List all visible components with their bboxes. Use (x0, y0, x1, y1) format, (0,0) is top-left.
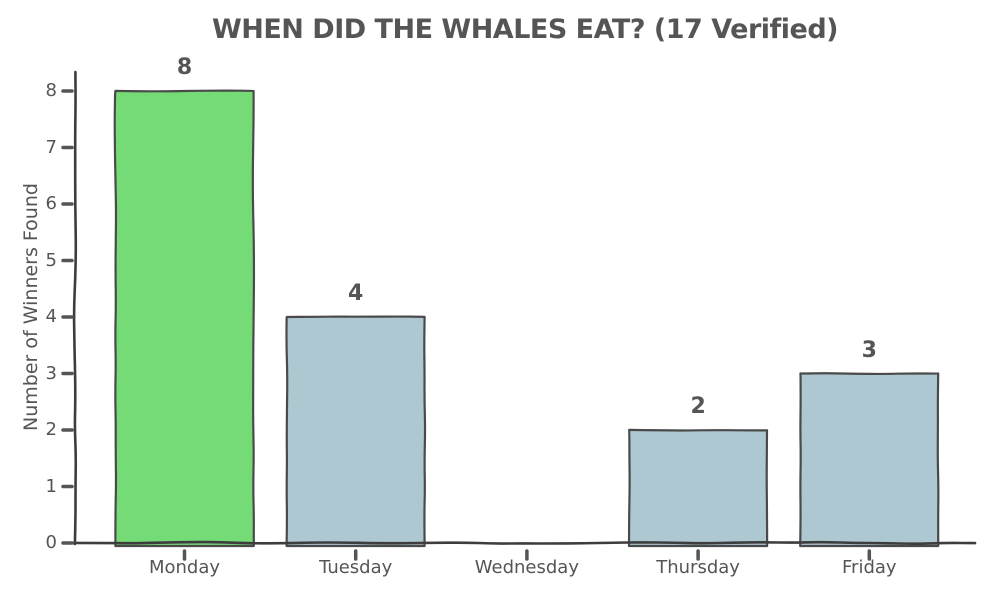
chart-title: WHEN DID THE WHALES EAT? (17 Verified) (211, 14, 839, 45)
y-axis-line (72, 70, 78, 546)
bar-tuesday (285, 315, 427, 548)
bar-friday (799, 372, 940, 548)
bar-thursday (627, 428, 769, 548)
bar-monday (113, 89, 256, 548)
x-axis-line (69, 540, 977, 545)
